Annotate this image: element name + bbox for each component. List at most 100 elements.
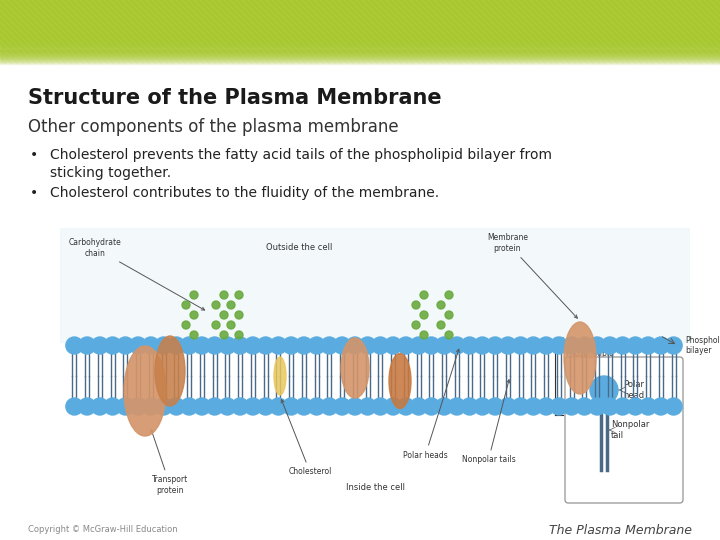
- Text: Polar heads: Polar heads: [403, 349, 459, 460]
- Circle shape: [244, 337, 261, 354]
- Circle shape: [155, 337, 172, 354]
- Bar: [0, 55, 720, 56]
- Circle shape: [91, 398, 109, 415]
- Bar: [0, 38, 720, 39]
- Bar: [0, 61, 720, 63]
- Text: Inside the cell: Inside the cell: [346, 483, 405, 492]
- Circle shape: [283, 398, 300, 415]
- Bar: [0, 46, 720, 48]
- Circle shape: [410, 337, 427, 354]
- Circle shape: [66, 337, 83, 354]
- Circle shape: [652, 398, 670, 415]
- Circle shape: [525, 337, 542, 354]
- Ellipse shape: [155, 336, 185, 406]
- Text: Carbohydrate
chain: Carbohydrate chain: [68, 238, 204, 310]
- Circle shape: [423, 337, 440, 354]
- Circle shape: [91, 337, 109, 354]
- Circle shape: [627, 337, 644, 354]
- Ellipse shape: [564, 322, 596, 394]
- Circle shape: [181, 398, 197, 415]
- Circle shape: [512, 337, 529, 354]
- Circle shape: [445, 291, 453, 299]
- Bar: [0, 36, 720, 37]
- Circle shape: [181, 337, 197, 354]
- Circle shape: [437, 321, 445, 329]
- Circle shape: [487, 398, 503, 415]
- Circle shape: [538, 337, 554, 354]
- Circle shape: [449, 398, 465, 415]
- Circle shape: [219, 337, 236, 354]
- Text: Cholesterol contributes to the fluidity of the membrane.: Cholesterol contributes to the fluidity …: [50, 186, 439, 200]
- Circle shape: [601, 337, 618, 354]
- Circle shape: [665, 337, 682, 354]
- Bar: [0, 43, 720, 44]
- Circle shape: [550, 398, 567, 415]
- Bar: [0, 37, 720, 38]
- Circle shape: [78, 398, 96, 415]
- Circle shape: [589, 337, 606, 354]
- Circle shape: [104, 398, 121, 415]
- Circle shape: [220, 291, 228, 299]
- Circle shape: [397, 398, 415, 415]
- Circle shape: [194, 337, 210, 354]
- Circle shape: [614, 337, 631, 354]
- Text: Phospholipid
bilayer: Phospholipid bilayer: [685, 336, 720, 355]
- Circle shape: [219, 398, 236, 415]
- Circle shape: [445, 311, 453, 319]
- Circle shape: [346, 398, 364, 415]
- Bar: [0, 58, 720, 59]
- Circle shape: [576, 398, 593, 415]
- Circle shape: [412, 321, 420, 329]
- Text: Other components of the plasma membrane: Other components of the plasma membrane: [28, 118, 399, 136]
- Circle shape: [220, 311, 228, 319]
- Bar: [0, 44, 720, 45]
- Circle shape: [66, 398, 83, 415]
- Circle shape: [423, 398, 440, 415]
- Circle shape: [190, 331, 198, 339]
- Text: Outside the cell: Outside the cell: [266, 244, 333, 253]
- Ellipse shape: [341, 338, 369, 398]
- Circle shape: [550, 337, 567, 354]
- Circle shape: [538, 398, 554, 415]
- Bar: [0, 63, 720, 64]
- Circle shape: [206, 337, 223, 354]
- Circle shape: [627, 398, 644, 415]
- Text: The Plasma Membrane: The Plasma Membrane: [549, 523, 692, 537]
- Circle shape: [397, 337, 415, 354]
- Circle shape: [563, 398, 580, 415]
- Bar: [0, 52, 720, 54]
- Circle shape: [270, 398, 287, 415]
- Circle shape: [168, 398, 185, 415]
- Ellipse shape: [274, 357, 286, 395]
- Circle shape: [194, 398, 210, 415]
- Circle shape: [190, 311, 198, 319]
- Bar: [0, 41, 720, 42]
- Circle shape: [525, 398, 542, 415]
- Bar: [0, 0, 720, 35]
- Circle shape: [410, 398, 427, 415]
- Text: Structure of the Plasma Membrane: Structure of the Plasma Membrane: [28, 88, 441, 108]
- Circle shape: [437, 301, 445, 309]
- Bar: [0, 53, 720, 55]
- Circle shape: [652, 337, 670, 354]
- Text: Polar
head: Polar head: [623, 380, 644, 400]
- Bar: [0, 48, 720, 49]
- Circle shape: [220, 331, 228, 339]
- Circle shape: [590, 376, 618, 404]
- Circle shape: [235, 291, 243, 299]
- Bar: [0, 42, 720, 43]
- Circle shape: [639, 398, 657, 415]
- Circle shape: [474, 337, 491, 354]
- Circle shape: [212, 321, 220, 329]
- Circle shape: [130, 398, 147, 415]
- Bar: [0, 50, 720, 51]
- Circle shape: [436, 398, 453, 415]
- Bar: [0, 51, 720, 53]
- Circle shape: [235, 311, 243, 319]
- Circle shape: [227, 301, 235, 309]
- Bar: [0, 55, 720, 57]
- Text: •: •: [30, 186, 38, 200]
- Circle shape: [117, 337, 134, 354]
- Circle shape: [130, 337, 147, 354]
- Circle shape: [420, 331, 428, 339]
